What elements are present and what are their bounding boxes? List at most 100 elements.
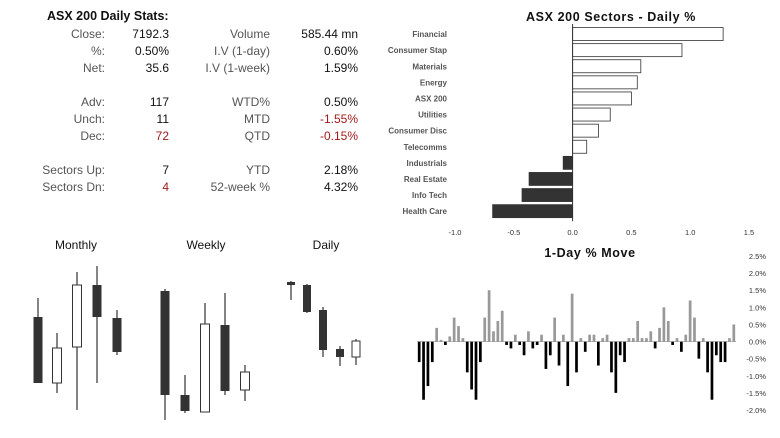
move-bar xyxy=(461,338,465,342)
move-bar xyxy=(509,341,513,349)
sector-label: Industrials xyxy=(407,159,448,168)
stat-value: 72 xyxy=(155,129,169,143)
stat-label: MTD xyxy=(244,112,270,126)
sector-label: Consumer Disc xyxy=(388,127,447,136)
move-bar xyxy=(439,339,443,342)
move-bar xyxy=(562,334,565,342)
sector-bar-chart: ASX 200 Sectors - Daily % Financial Consu… xyxy=(388,10,754,237)
move-bar xyxy=(680,341,683,352)
move-bar xyxy=(710,341,714,400)
stat-value: 7192.3 xyxy=(132,27,169,41)
move-bar xyxy=(605,334,609,342)
move-bar xyxy=(631,338,635,342)
move-bar xyxy=(487,290,491,342)
move-chart-title: 1-Day % Move xyxy=(544,246,635,260)
stat-value: 117 xyxy=(149,95,169,109)
move-bar xyxy=(505,341,508,345)
stat-value: 0.50% xyxy=(323,95,358,109)
daily-candles xyxy=(287,281,361,366)
move-bar xyxy=(575,341,578,373)
move-bar xyxy=(579,338,583,342)
move-bar xyxy=(426,341,430,387)
sector-bar xyxy=(572,139,588,154)
sector-bar xyxy=(572,59,642,74)
move-bar xyxy=(548,341,552,356)
move-bar xyxy=(465,341,469,373)
move-bar xyxy=(531,341,535,349)
stat-label: Net: xyxy=(82,61,105,75)
y-tick-label: 0.5% xyxy=(749,320,766,329)
move-bar xyxy=(732,324,736,342)
candle xyxy=(287,282,295,285)
move-bar xyxy=(483,317,487,342)
stat-value: 0.50% xyxy=(134,44,169,58)
move-bar xyxy=(496,321,500,342)
move-bar xyxy=(535,341,539,345)
move-bar xyxy=(693,317,696,342)
stat-value: 1.59% xyxy=(323,61,358,75)
move-bar xyxy=(553,317,557,342)
candle xyxy=(180,395,190,411)
y-tick-label: 2.5% xyxy=(749,252,766,261)
sector-label: Telecomms xyxy=(404,143,448,152)
move-bar xyxy=(666,321,670,342)
move-bar xyxy=(518,341,522,345)
move-bar xyxy=(444,341,447,345)
candle xyxy=(336,349,344,357)
sector-bar xyxy=(572,91,632,106)
sector-label: Info Tech xyxy=(412,191,447,200)
sector-bar xyxy=(572,75,638,90)
move-bar xyxy=(640,338,644,342)
move-bar xyxy=(623,341,626,363)
move-bar xyxy=(513,334,517,342)
move-bar xyxy=(658,327,661,342)
move-bar xyxy=(701,338,705,342)
stat-value: -0.15% xyxy=(319,129,358,143)
stat-value: 11 xyxy=(156,112,169,126)
sector-label: ASX 200 xyxy=(415,94,448,103)
y-tick-label: 1.5% xyxy=(749,286,766,295)
move-bar xyxy=(636,321,640,342)
candlestick-charts xyxy=(33,266,361,420)
move-bar xyxy=(527,331,530,342)
y-tick-label: -0.5% xyxy=(746,355,766,364)
one-day-move-chart: 1-Day % Move 2.5% 2.0% 1.5% 1.0% 0.5% 0.0% -0.… xyxy=(417,246,766,415)
move-bar xyxy=(723,341,727,363)
move-bar xyxy=(557,341,561,366)
move-bar xyxy=(684,334,688,342)
move-bar xyxy=(457,326,460,342)
x-tick-label: 1.0 xyxy=(685,228,695,237)
sector-bar xyxy=(528,172,573,186)
move-bar xyxy=(435,327,439,342)
candle xyxy=(72,284,82,348)
stat-label: YTD xyxy=(246,163,270,177)
move-bar xyxy=(479,341,482,363)
move-bar xyxy=(653,341,657,349)
move-bar xyxy=(671,341,674,345)
move-bar xyxy=(417,341,421,363)
move-bar xyxy=(649,331,653,342)
sector-label: Financial xyxy=(412,30,447,39)
stat-value: 7 xyxy=(162,163,169,177)
stat-label: I.V (1-day) xyxy=(213,44,270,58)
move-bar xyxy=(544,341,548,369)
x-tick-label: 0.0 xyxy=(567,228,577,237)
move-bar xyxy=(422,341,425,400)
move-bar xyxy=(610,341,613,373)
move-bar xyxy=(566,341,570,387)
stat-label: Dec: xyxy=(80,129,105,143)
move-bar xyxy=(645,338,648,342)
stat-label: %: xyxy=(90,44,105,58)
move-bar xyxy=(688,300,692,342)
sector-bar xyxy=(492,204,573,219)
move-bar xyxy=(728,338,731,342)
move-bar xyxy=(706,341,709,373)
move-bar xyxy=(714,341,718,356)
move-bar xyxy=(596,341,600,366)
y-tick-label: -1.0% xyxy=(746,372,766,381)
candle xyxy=(200,323,210,413)
sector-label: Health Care xyxy=(403,207,448,216)
move-bar xyxy=(588,334,591,342)
candle xyxy=(303,285,311,312)
monthly-candles xyxy=(33,266,122,410)
